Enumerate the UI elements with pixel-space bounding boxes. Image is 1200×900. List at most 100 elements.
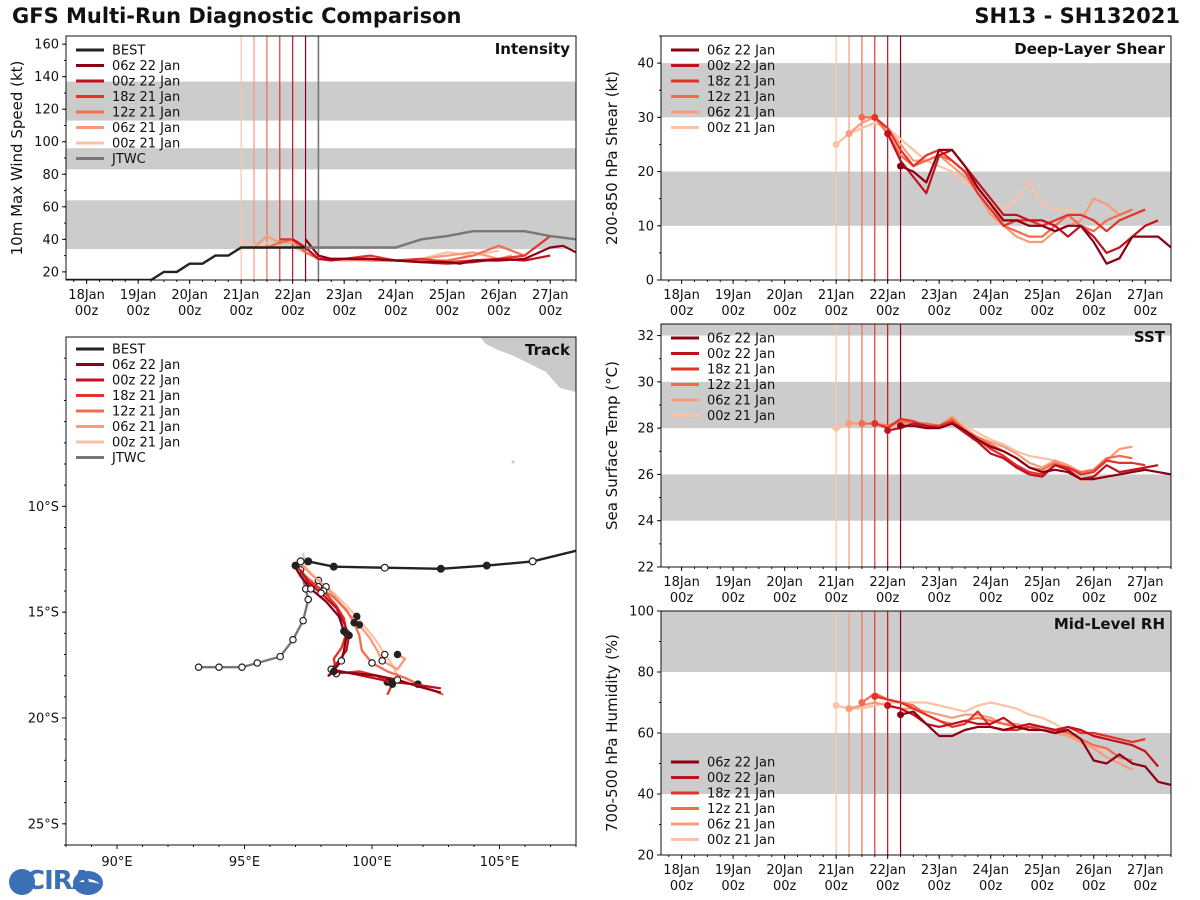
intensity-y-tick-label: 140 xyxy=(34,70,59,85)
sst-y-tick-label: 28 xyxy=(637,422,654,437)
rh-x-tick-label: 18Jan xyxy=(663,863,700,878)
shear-series-start-point xyxy=(897,162,905,170)
track-jtwc-point xyxy=(276,652,285,661)
intensity-best-line xyxy=(66,246,306,280)
shear-x-tick-label: 20Jan xyxy=(766,288,803,303)
rh-band xyxy=(661,611,1171,672)
shear-x-tick-label: 00z xyxy=(1031,304,1055,319)
sst-x-tick-label: 00z xyxy=(1082,591,1106,606)
sst-band xyxy=(661,381,1171,429)
rh-y-tick-label: 60 xyxy=(637,727,654,742)
sst-y-tick-label: 22 xyxy=(637,561,654,576)
rh-x-tick-label: 00z xyxy=(1031,879,1055,894)
rh-series-start-point xyxy=(858,699,866,706)
logo-text: CIRA xyxy=(26,866,92,896)
track-panel-title: Track xyxy=(525,341,571,359)
shear-x-tick-label: 00z xyxy=(773,304,797,319)
shear-y-tick-label: 30 xyxy=(637,111,654,126)
track-jtwc-point xyxy=(253,659,262,667)
sst-x-tick-label: 00z xyxy=(927,591,951,606)
intensity-x-tick-label: 00z xyxy=(539,304,563,319)
rh-x-tick-label: 00z xyxy=(1134,879,1158,894)
sst-series-start-point xyxy=(845,420,853,428)
intensity-legend-label: 00z 22 Jan xyxy=(112,75,180,90)
sst-band xyxy=(661,324,1171,336)
rh-series-line xyxy=(874,695,1146,744)
shear-x-tick-label: 25Jan xyxy=(1024,288,1061,303)
intensity-x-tick-label: 00z xyxy=(178,304,202,319)
sst-x-tick-label: 27Jan xyxy=(1127,575,1164,590)
intensity-jtwc-line xyxy=(305,230,576,249)
shear-x-tick-label: 00z xyxy=(876,304,900,319)
rh-x-tick-label: 00z xyxy=(670,879,694,894)
intensity-plot-area xyxy=(66,36,576,280)
rh-x-tick-label: 19Jan xyxy=(715,863,752,878)
sst-legend-label: 18z 21 Jan xyxy=(707,363,775,378)
track-series-point xyxy=(393,676,402,684)
track-x-tick-label: 90°E xyxy=(101,855,132,870)
track-best-point xyxy=(482,561,491,570)
sst-series-start-point xyxy=(832,424,840,432)
shear-series-line xyxy=(886,133,1159,254)
shear-series-start-point xyxy=(832,140,840,148)
rh-x-tick-label: 00z xyxy=(721,879,745,894)
rh-x-tick-label: 20Jan xyxy=(766,863,803,878)
sst-panel: 22242628303218Jan00z19Jan00z20Jan00z21Ja… xyxy=(603,323,1172,606)
logo-wave-icon xyxy=(76,879,100,884)
intensity-y-tick-label: 160 xyxy=(34,38,59,53)
shear-x-tick-label: 00z xyxy=(979,304,1003,319)
track-legend-label: 00z 21 Jan xyxy=(112,436,180,451)
rh-series-start-point xyxy=(897,711,905,719)
rh-panel: 2040608010018Jan00z19Jan00z20Jan00z21Jan… xyxy=(603,605,1172,894)
sst-y-tick-label: 32 xyxy=(637,329,654,344)
track-y-tick-label: 20°S xyxy=(28,712,59,727)
track-legend-label: 18z 21 Jan xyxy=(112,389,180,404)
track-legend-label: JTWC xyxy=(111,451,146,466)
sst-y-tick-label: 26 xyxy=(637,468,654,483)
track-series-point xyxy=(329,667,338,676)
track-series-point xyxy=(368,659,376,667)
track-y-tick-label: 25°S xyxy=(28,817,59,832)
rh-legend-label: 00z 21 Jan xyxy=(707,833,775,848)
shear-legend-label: 00z 21 Jan xyxy=(707,121,775,136)
track-panel: 10°S 15°S 20°S 25°S 90°E 95°E 100°E 105°E Track B… xyxy=(28,336,577,870)
intensity-legend-label: 00z 21 Jan xyxy=(112,137,180,152)
rh-legend-label: 06z 22 Jan xyxy=(707,756,775,771)
track-jtwc-point xyxy=(304,595,313,604)
rh-series-line xyxy=(900,710,1171,786)
intensity-legend-label: BEST xyxy=(112,44,145,59)
sst-x-tick-label: 00z xyxy=(876,591,900,606)
intensity-x-tick-label: 00z xyxy=(384,304,408,319)
shear-panel-title: Deep-Layer Shear xyxy=(1014,40,1165,58)
shear-x-tick-label: 00z xyxy=(1082,304,1106,319)
shear-legend-label: 12z 21 Jan xyxy=(707,90,775,105)
intensity-y-axis-label: 10m Max Wind Speed (kt) xyxy=(8,61,26,256)
rh-x-tick-label: 24Jan xyxy=(972,863,1009,878)
intensity-band xyxy=(66,148,576,170)
sst-frame xyxy=(660,323,1172,568)
rh-x-tick-label: 00z xyxy=(773,879,797,894)
track-best-point xyxy=(296,557,305,566)
shear-x-tick-label: 00z xyxy=(670,304,694,319)
rh-legend-label: 00z 22 Jan xyxy=(707,771,775,786)
intensity-y-tick-label: 60 xyxy=(42,200,59,215)
logo-globe-icon xyxy=(9,869,35,895)
track-jtwc-point xyxy=(194,663,203,672)
intensity-x-tick-label: 00z xyxy=(487,304,511,319)
shear-x-tick-label: 19Jan xyxy=(715,288,752,303)
sst-x-tick-label: 00z xyxy=(670,591,694,606)
sst-series-line xyxy=(874,417,1146,476)
storm-id: SH13 - SH132021 xyxy=(974,4,1180,28)
shear-x-tick-label: 00z xyxy=(1134,304,1158,319)
intensity-panel: 2040608010012014016018Jan00z19Jan00z20Ja… xyxy=(8,35,577,319)
track-best-point xyxy=(291,561,300,570)
intensity-x-tick-label: 00z xyxy=(126,304,150,319)
sst-legend-label: 06z 22 Jan xyxy=(707,332,775,347)
intensity-y-tick-label: 100 xyxy=(34,135,59,150)
sst-x-tick-label: 23Jan xyxy=(921,575,958,590)
track-series-point xyxy=(337,657,346,665)
shear-panel: 01020304018Jan00z19Jan00z20Jan00z21Jan00… xyxy=(603,35,1172,319)
rh-y-tick-label: 20 xyxy=(637,849,654,864)
shear-x-tick-label: 24Jan xyxy=(972,288,1009,303)
logo-swirl-icon xyxy=(73,871,103,895)
